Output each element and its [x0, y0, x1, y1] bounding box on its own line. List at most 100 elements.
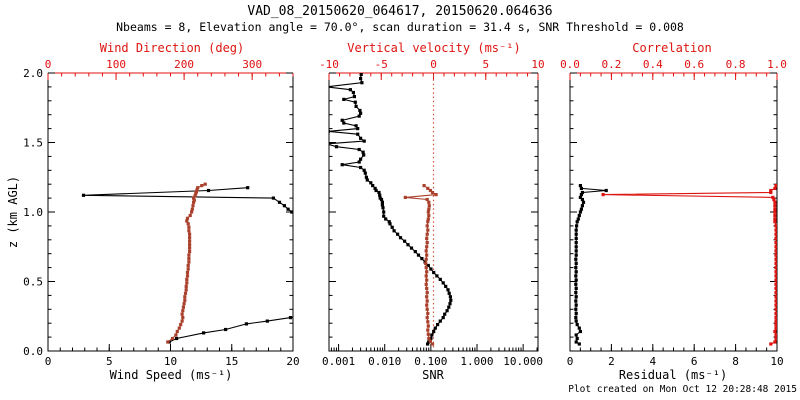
data-marker [409, 246, 414, 250]
x-bottom-tick-label: 8 [732, 355, 739, 368]
data-marker [380, 203, 384, 207]
data-marker [202, 331, 206, 335]
data-marker [445, 309, 449, 313]
data-marker [184, 284, 188, 288]
data-marker [420, 257, 424, 261]
x-top-tick-label: 1.0 [767, 58, 787, 71]
panel-border [569, 73, 778, 352]
x-bottom-tick-label: 5 [106, 355, 113, 368]
data-marker [359, 73, 363, 76]
data-marker [444, 284, 448, 288]
data-marker [316, 215, 319, 218]
data-marker [427, 204, 431, 208]
data-marker [288, 316, 293, 320]
data-marker [184, 288, 188, 292]
series-wind-speed [81, 186, 319, 344]
data-marker [774, 295, 777, 299]
data-marker [578, 195, 582, 199]
x-top-tick-label: 0.2 [601, 58, 621, 71]
data-marker [443, 312, 447, 316]
data-marker [425, 299, 429, 303]
data-marker [774, 316, 777, 320]
data-marker [428, 339, 432, 343]
x-bottom-tick-label: 0.010 [368, 355, 401, 368]
data-marker [286, 207, 290, 211]
data-marker [433, 326, 437, 330]
data-marker [359, 165, 363, 170]
data-marker [188, 236, 192, 240]
data-marker [365, 178, 369, 182]
data-marker [426, 311, 430, 316]
series-vertical-velocity [403, 184, 438, 346]
data-marker [774, 236, 777, 240]
data-marker [196, 186, 200, 190]
x-top-ticks: 0.0 0.2 0.4 0.6 0.8 1.0 [560, 58, 787, 80]
data-marker [574, 274, 578, 278]
data-marker [224, 327, 228, 332]
data-marker [357, 114, 361, 118]
data-marker [574, 270, 578, 274]
data-marker [396, 232, 400, 236]
data-marker [574, 299, 578, 303]
data-marker [185, 281, 189, 285]
x-top-tick-label: 200 [174, 58, 194, 71]
data-marker [574, 245, 578, 249]
data-marker [185, 277, 189, 281]
data-marker [774, 319, 777, 323]
y-tick-label: 0.5 [23, 276, 43, 289]
data-marker [774, 336, 777, 341]
x-bottom-ticks: 0 5 10 15 20 [45, 344, 300, 368]
data-marker [446, 288, 450, 292]
data-marker [359, 111, 363, 115]
data-marker [403, 239, 407, 243]
data-marker [185, 270, 190, 275]
data-marker [426, 342, 430, 346]
data-marker [574, 282, 578, 286]
data-marker [574, 228, 578, 232]
data-marker [181, 305, 185, 309]
data-marker [574, 236, 578, 240]
y-ticks: 0.0 0.5 1.0 1.5 2.0 [23, 67, 293, 358]
data-marker [574, 316, 578, 320]
data-marker [574, 241, 578, 245]
data-marker [773, 213, 777, 218]
data-marker [342, 97, 346, 101]
vertical-velocity-axis-title: Vertical velocity (ms⁻¹) [347, 41, 521, 55]
data-marker [426, 228, 430, 232]
data-marker [185, 274, 190, 278]
data-marker [774, 232, 777, 236]
data-marker [359, 157, 363, 161]
data-marker [190, 207, 194, 211]
data-marker [575, 224, 579, 228]
data-marker [362, 168, 366, 172]
data-marker [580, 190, 584, 195]
data-marker [774, 249, 777, 253]
data-marker [574, 278, 578, 282]
x-top-tick-label: 0.0 [560, 58, 580, 71]
x-bottom-tick-label: 0.001 [322, 355, 355, 368]
data-marker [356, 132, 360, 136]
data-marker [574, 340, 578, 344]
data-marker [769, 190, 773, 195]
data-marker [574, 295, 578, 299]
data-marker [194, 192, 198, 196]
data-marker [380, 200, 384, 204]
data-marker [381, 206, 385, 210]
data-marker [574, 291, 578, 295]
residual-axis-title: Residual (ms⁻¹) [618, 368, 728, 382]
data-marker [186, 222, 190, 226]
data-marker [425, 291, 429, 295]
series-line [603, 185, 777, 345]
x-bottom-tick-label: 0 [45, 355, 52, 368]
data-marker [371, 184, 375, 188]
data-marker [175, 336, 179, 341]
data-marker [426, 324, 430, 328]
data-marker [577, 326, 581, 330]
data-marker [369, 181, 373, 185]
data-marker [181, 309, 185, 313]
data-marker [192, 198, 196, 202]
data-marker [774, 326, 777, 330]
data-marker [574, 266, 578, 270]
data-marker [574, 311, 578, 316]
